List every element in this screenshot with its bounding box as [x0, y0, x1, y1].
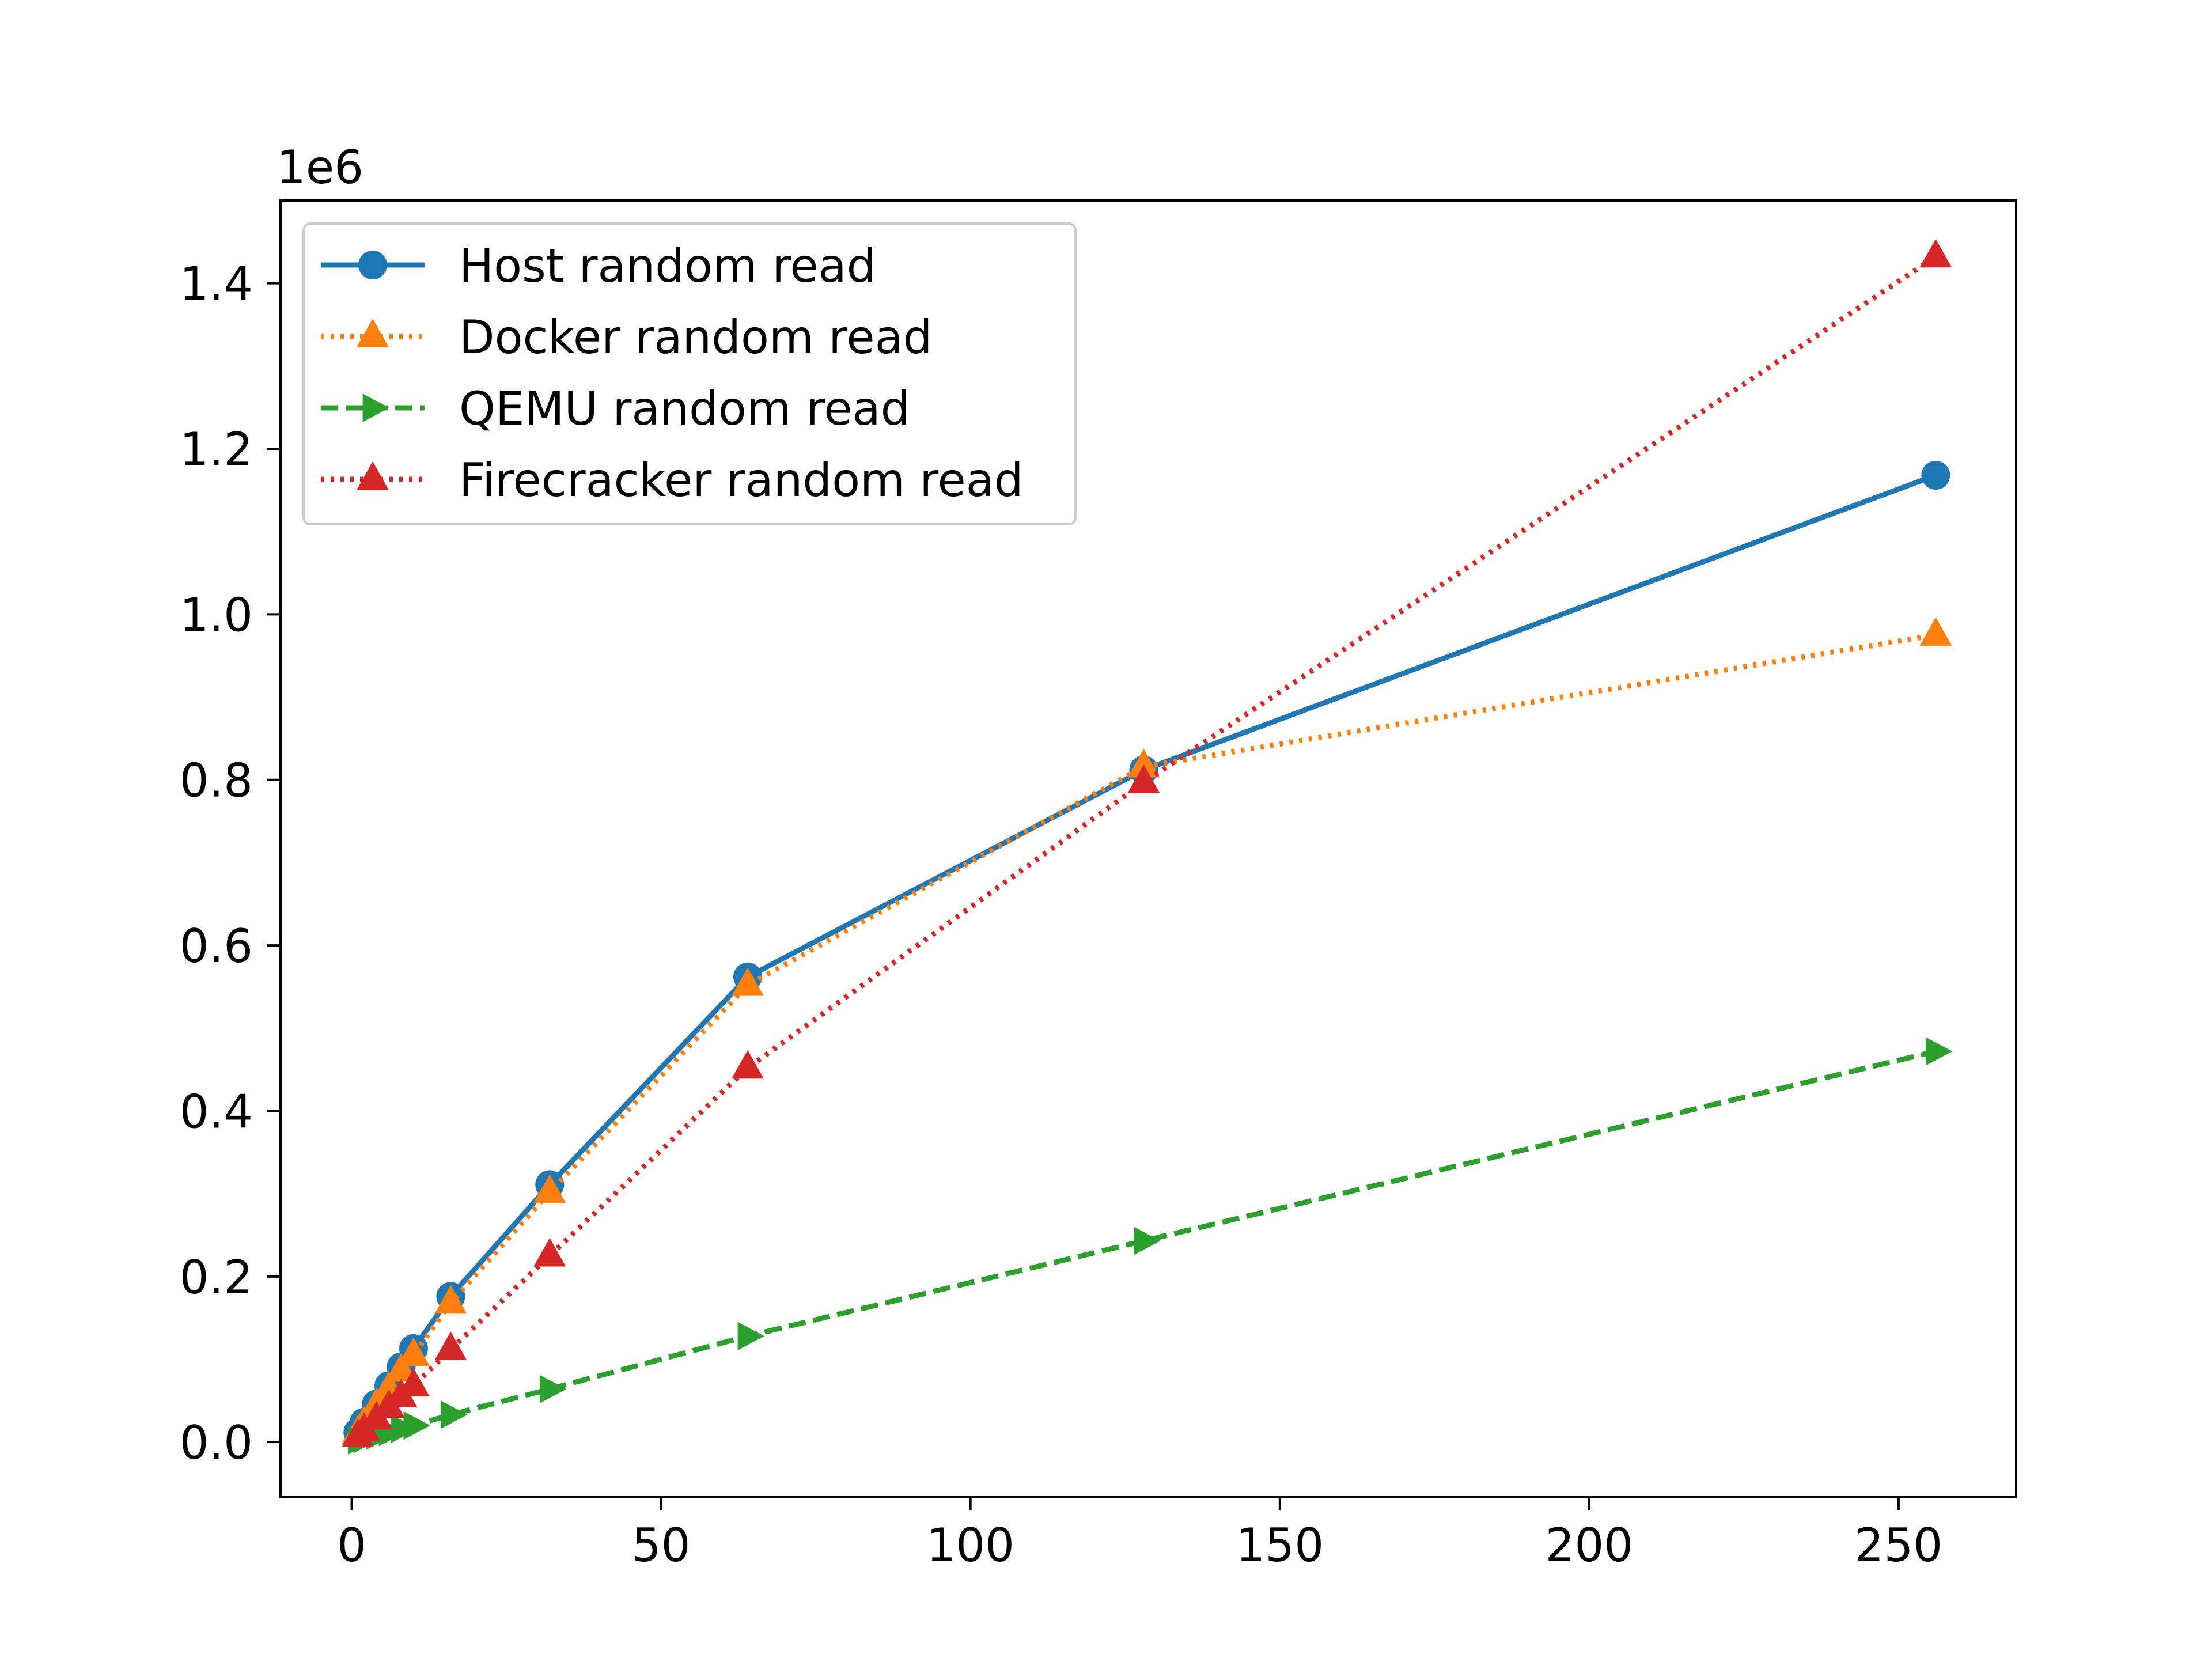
qemu-random-read-point	[1925, 1037, 1953, 1066]
docker-random-read-point	[732, 967, 764, 996]
docker-random-read-point	[385, 1353, 418, 1382]
x-tick-label: 50	[632, 1519, 691, 1572]
firecracker-random-read-point	[533, 1237, 566, 1267]
y-tick-label: 0.0	[180, 1416, 253, 1470]
y-axis-ticks: 0.0 0.2 0.4 0.6 0.8 1.0 1.2 1.4	[180, 258, 281, 1470]
legend-box	[302, 222, 1077, 525]
legend-item-firecracker-random-read: Firecracker random read	[321, 453, 1024, 507]
host-random-read-point	[1921, 461, 1950, 490]
x-tick-label: 150	[1236, 1519, 1324, 1572]
y-tick-label: 0.8	[180, 754, 253, 808]
firecracker-random-read-point	[1919, 238, 1952, 268]
y-axis-offset-label: 1e6	[276, 141, 363, 194]
firecracker-random-read-series	[342, 238, 1952, 1447]
legend-marker	[362, 393, 389, 422]
qemu-random-read-point	[737, 1322, 764, 1350]
y-tick-label: 1.4	[180, 258, 253, 311]
x-tick-label: 100	[926, 1519, 1014, 1572]
legend-label: Docker random read	[459, 311, 932, 364]
docker-random-read-point	[397, 1337, 430, 1366]
qemu-random-read-point	[539, 1375, 567, 1403]
docker-random-read-point	[434, 1285, 467, 1314]
legend-item-qemu-random-read: QEMU random read	[321, 382, 910, 436]
x-tick-label: 250	[1855, 1519, 1943, 1572]
qemu-random-read-point	[440, 1400, 468, 1429]
qemu-random-read-point	[1134, 1226, 1161, 1255]
legend-label: Host random read	[459, 239, 876, 293]
series-layer	[342, 238, 1953, 1455]
x-tick-label: 200	[1545, 1519, 1633, 1572]
y-tick-label: 1.2	[180, 423, 253, 476]
legend-item-docker-random-read: Docker random read	[321, 311, 932, 364]
legend-marker	[357, 319, 389, 347]
x-tick-label: 0	[337, 1519, 366, 1572]
firecracker-random-read-point	[397, 1368, 430, 1397]
x-axis-ticks: 0 50 100 150 200 250	[337, 1497, 1942, 1572]
legend: Host random read Docker random read QEMU r…	[302, 222, 1077, 525]
y-tick-label: 0.2	[180, 1251, 253, 1304]
docker-random-read-point	[1127, 748, 1160, 778]
y-tick-label: 0.4	[180, 1085, 253, 1138]
legend-marker	[357, 461, 389, 490]
legend-marker	[358, 251, 387, 279]
legend-label: QEMU random read	[459, 382, 910, 436]
legend-item-host-random-read: Host random read	[321, 239, 876, 293]
firecracker-random-read-point	[434, 1331, 467, 1360]
docker-random-read-point	[533, 1174, 566, 1203]
plot-frame	[279, 199, 2017, 1498]
qemu-random-read-point	[403, 1411, 430, 1440]
docker-random-read-line	[355, 632, 1937, 1434]
y-tick-label: 0.6	[180, 919, 253, 973]
firecracker-random-read-point	[732, 1050, 764, 1079]
docker-random-read-point	[1919, 617, 1952, 646]
legend-label: Firecracker random read	[459, 453, 1024, 507]
axes-layer: 0 50 100 150 200 250 0.0 0.2 0.4 0.6 0.8 1.0 1.2 1.4…	[180, 141, 2017, 1572]
y-tick-label: 1.0	[180, 588, 253, 642]
firecracker-random-read-point	[1127, 764, 1160, 793]
